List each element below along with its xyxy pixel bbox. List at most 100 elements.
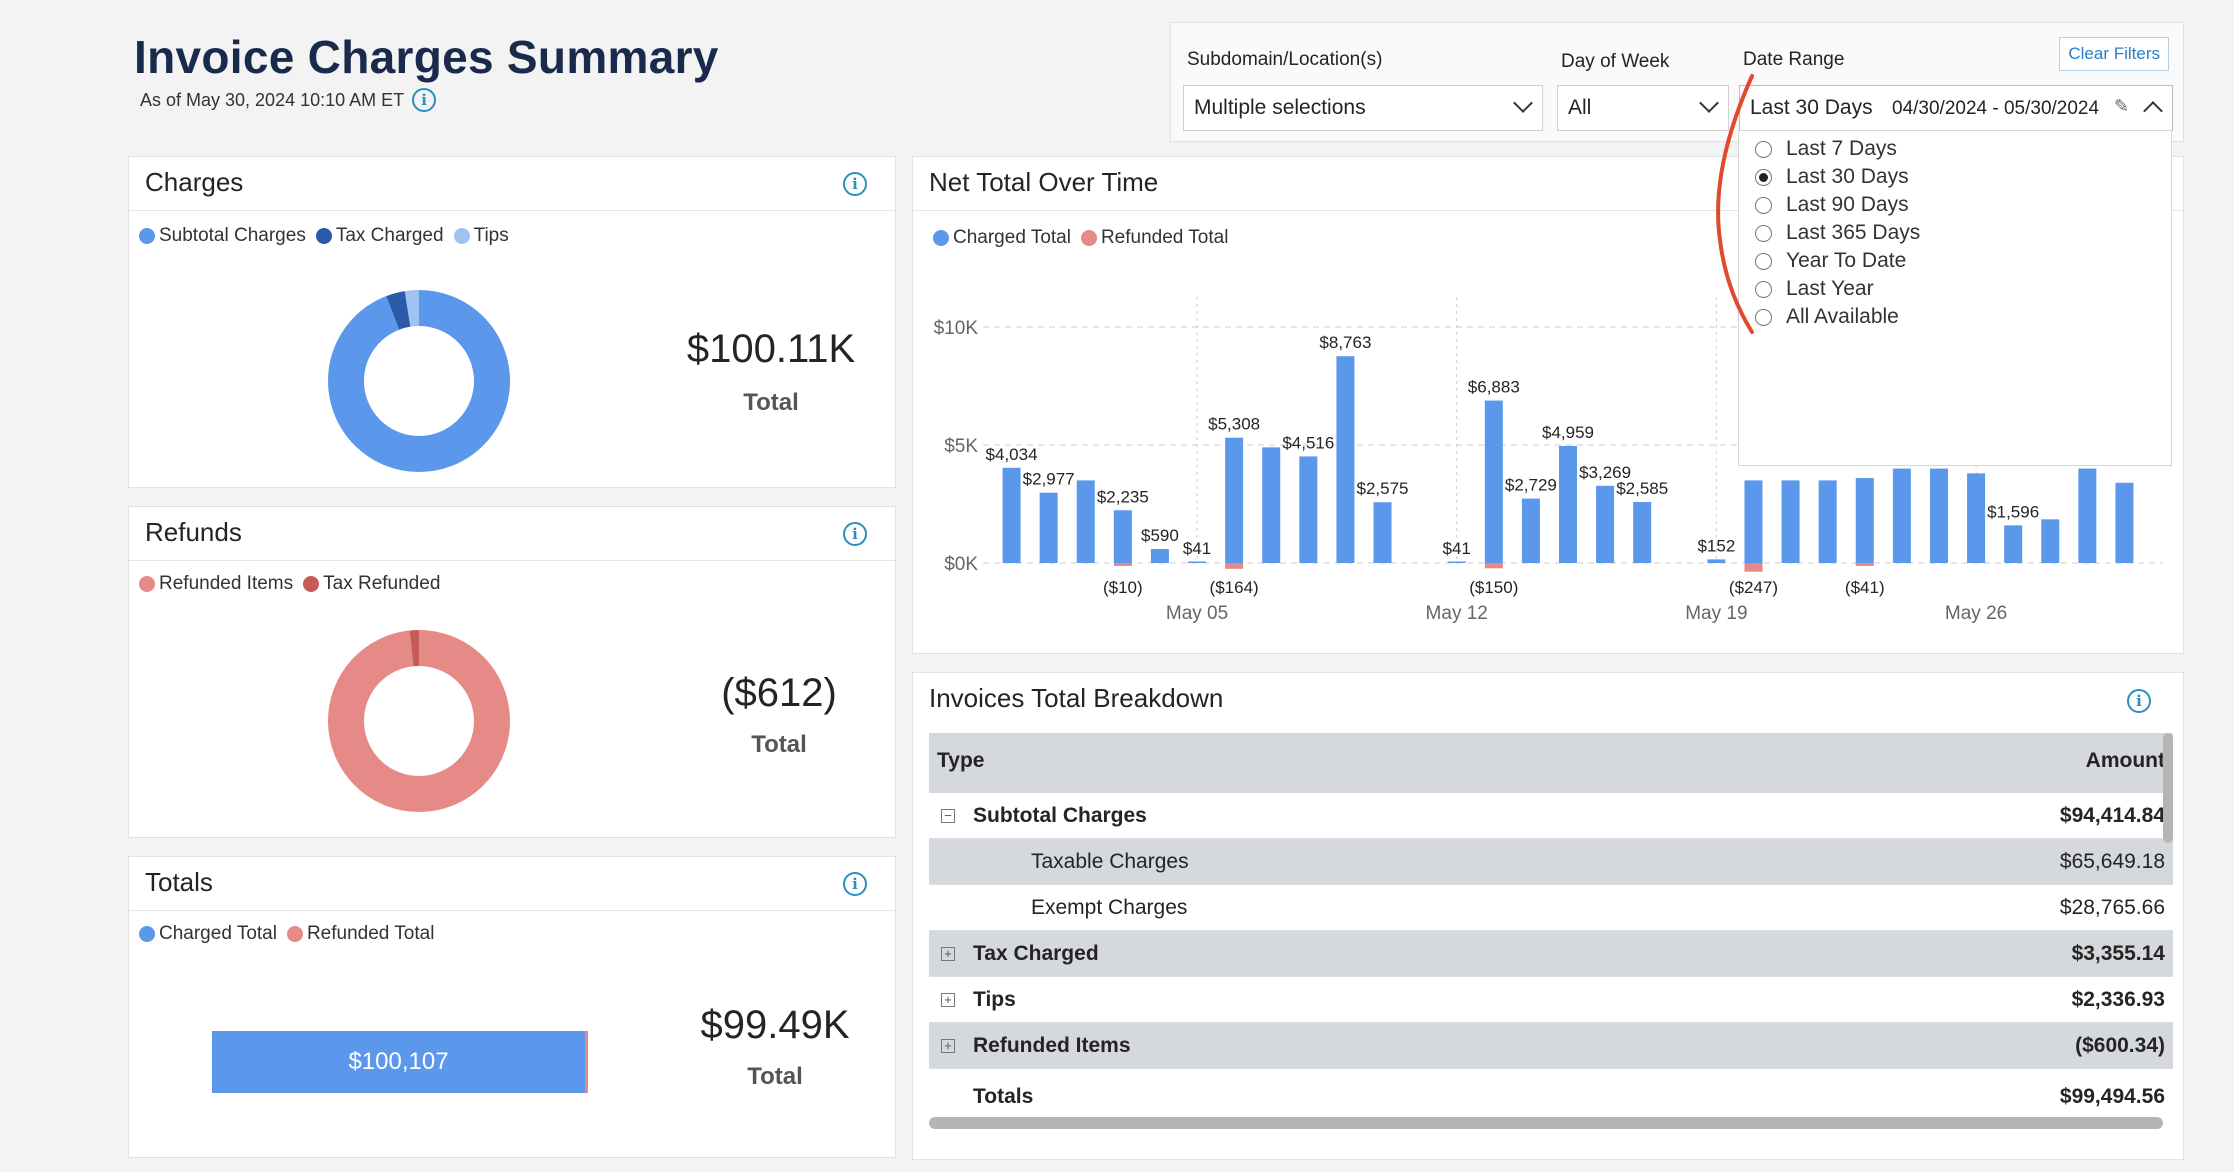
bar-charged-total[interactable] (1781, 480, 1800, 563)
bar-charged-total[interactable] (1373, 502, 1392, 563)
legend-item[interactable]: Charged Total (139, 923, 277, 945)
info-icon[interactable]: i (412, 88, 437, 112)
data-label: $41 (1183, 539, 1211, 558)
x-tick-label: May 05 (1166, 603, 1228, 624)
radio-icon[interactable] (1755, 224, 1772, 242)
bar-charged-total[interactable] (1039, 492, 1058, 563)
legend-item[interactable]: Charged Total (933, 227, 1071, 249)
bar-refunded-total[interactable] (1484, 563, 1503, 569)
day-of-week-select[interactable]: All (1557, 85, 1729, 131)
legend-item[interactable]: Refunded Items (139, 573, 293, 595)
col-type-header[interactable]: Type (937, 749, 985, 772)
bar-charged-total[interactable] (1262, 447, 1281, 563)
info-icon[interactable]: i (843, 522, 867, 546)
data-label: $590 (1141, 526, 1179, 545)
bar-refunded-total[interactable] (1744, 563, 1763, 572)
bar-refunded-total[interactable] (1225, 563, 1244, 569)
bar-charged-total[interactable] (1336, 356, 1355, 563)
legend-dot (315, 228, 332, 244)
legend-item[interactable]: Refunded Total (1080, 227, 1228, 249)
bar-charged-total[interactable] (1447, 561, 1466, 564)
pencil-icon[interactable]: ✎ (2114, 96, 2130, 116)
vertical-scrollbar[interactable] (2163, 733, 2173, 843)
info-icon[interactable]: i (2127, 689, 2151, 713)
bar-charged-total[interactable] (2078, 468, 2097, 563)
table-row: − Subtotal Charges $94,414.84 (929, 793, 2173, 839)
info-icon[interactable]: i (843, 172, 867, 196)
legend-dot (1080, 230, 1097, 246)
date-range-option[interactable]: Last 365 Days (1755, 219, 2171, 247)
bar-charged-total[interactable] (1967, 473, 1986, 563)
legend-item[interactable]: Tax Refunded (303, 573, 440, 595)
radio-icon[interactable] (1755, 196, 1772, 214)
bar-refunded-total[interactable] (1855, 563, 1874, 566)
data-label: $2,729 (1505, 476, 1557, 495)
clear-filters-button[interactable]: Clear Filters (2059, 37, 2169, 71)
subdomain-select[interactable]: Multiple selections (1183, 85, 1543, 131)
bar-refunded-total[interactable] (1113, 563, 1132, 566)
bar-charged-total[interactable] (1225, 437, 1244, 563)
date-range-option[interactable]: Last Year (1755, 275, 2171, 303)
bar-charged-total[interactable] (2115, 482, 2134, 563)
date-range-option[interactable]: Last 7 Days (1755, 135, 2171, 163)
date-range-option[interactable]: Last 90 Days (1755, 191, 2171, 219)
bar-charged-total[interactable] (1633, 501, 1652, 563)
bar-charged-total[interactable] (1076, 480, 1095, 563)
bar-charged-total[interactable] (1521, 498, 1540, 563)
radio-icon[interactable] (1755, 308, 1772, 326)
radio-icon[interactable] (1755, 252, 1772, 270)
bar-charged-total[interactable] (1484, 400, 1503, 563)
data-label: $41 (1443, 539, 1471, 558)
row-amount: ($600.34) (2075, 1034, 2165, 1057)
radio-icon[interactable] (1755, 140, 1772, 158)
legend-label: Charged Total (953, 227, 1071, 248)
charged-total-bar[interactable]: $100,107 (212, 1031, 588, 1093)
charges-legend: Subtotal Charges Tax Charged Tips (139, 225, 509, 247)
date-range-option[interactable]: Year To Date (1755, 247, 2171, 275)
subdomain-value: Multiple selections (1194, 96, 1366, 119)
radio-icon[interactable] (1755, 280, 1772, 298)
bar-charged-total[interactable] (1150, 549, 1169, 563)
donut-segment-tax-refunded[interactable] (328, 630, 510, 812)
bar-charged-total[interactable] (1818, 480, 1837, 563)
data-label: ($150) (1469, 578, 1518, 597)
donut-segment-subtotal[interactable] (328, 290, 510, 472)
bar-charged-total[interactable] (1188, 561, 1207, 564)
legend-item[interactable]: Tax Charged (315, 225, 444, 247)
bar-charged-total[interactable] (1113, 510, 1132, 563)
bar-charged-total[interactable] (1299, 456, 1318, 563)
date-range-option[interactable]: All Available (1755, 303, 2171, 331)
collapse-icon[interactable]: − (941, 809, 955, 823)
info-icon[interactable]: i (843, 872, 867, 896)
legend-item[interactable]: Subtotal Charges (139, 225, 306, 247)
donut-segment-tips[interactable] (328, 290, 510, 472)
legend-label: Charged Total (159, 923, 277, 944)
data-label: $1,596 (1987, 502, 2039, 521)
breakdown-title: Invoices Total Breakdown (929, 683, 1224, 713)
data-label: $4,034 (986, 445, 1038, 464)
donut-segment-refunded-items[interactable] (328, 630, 510, 812)
legend-item[interactable]: Tips (453, 225, 509, 247)
bar-charged-total[interactable] (2041, 519, 2060, 563)
bar-charged-total[interactable] (1002, 467, 1021, 563)
bar-charged-total[interactable] (1892, 468, 1911, 563)
bar-charged-total[interactable] (1559, 445, 1577, 563)
date-range-option-label: Last 365 Days (1786, 221, 1921, 244)
bar-charged-total[interactable] (1596, 485, 1615, 563)
breakdown-card: Invoices Total Breakdown i Type Amount −… (912, 672, 2184, 1160)
legend-dot (139, 926, 155, 942)
bar-charged-total[interactable] (1929, 468, 1948, 563)
bar-charged-total[interactable] (1855, 478, 1874, 563)
expand-icon[interactable]: + (941, 947, 955, 961)
radio-icon[interactable] (1755, 168, 1772, 186)
date-range-select[interactable]: Last 30 Days 04/30/2024 - 05/30/2024 ✎ (1739, 85, 2173, 131)
date-range-option[interactable]: Last 30 Days (1755, 163, 2171, 191)
expand-icon[interactable]: + (941, 993, 955, 1007)
bar-charged-total[interactable] (2004, 525, 2023, 563)
bar-charged-total[interactable] (1707, 559, 1726, 563)
horizontal-scrollbar[interactable] (929, 1117, 2163, 1129)
expand-icon[interactable]: + (941, 1039, 955, 1053)
col-amount-header[interactable]: Amount (2085, 749, 2165, 772)
bar-charged-total[interactable] (1744, 480, 1763, 563)
legend-item[interactable]: Refunded Total (286, 923, 434, 945)
